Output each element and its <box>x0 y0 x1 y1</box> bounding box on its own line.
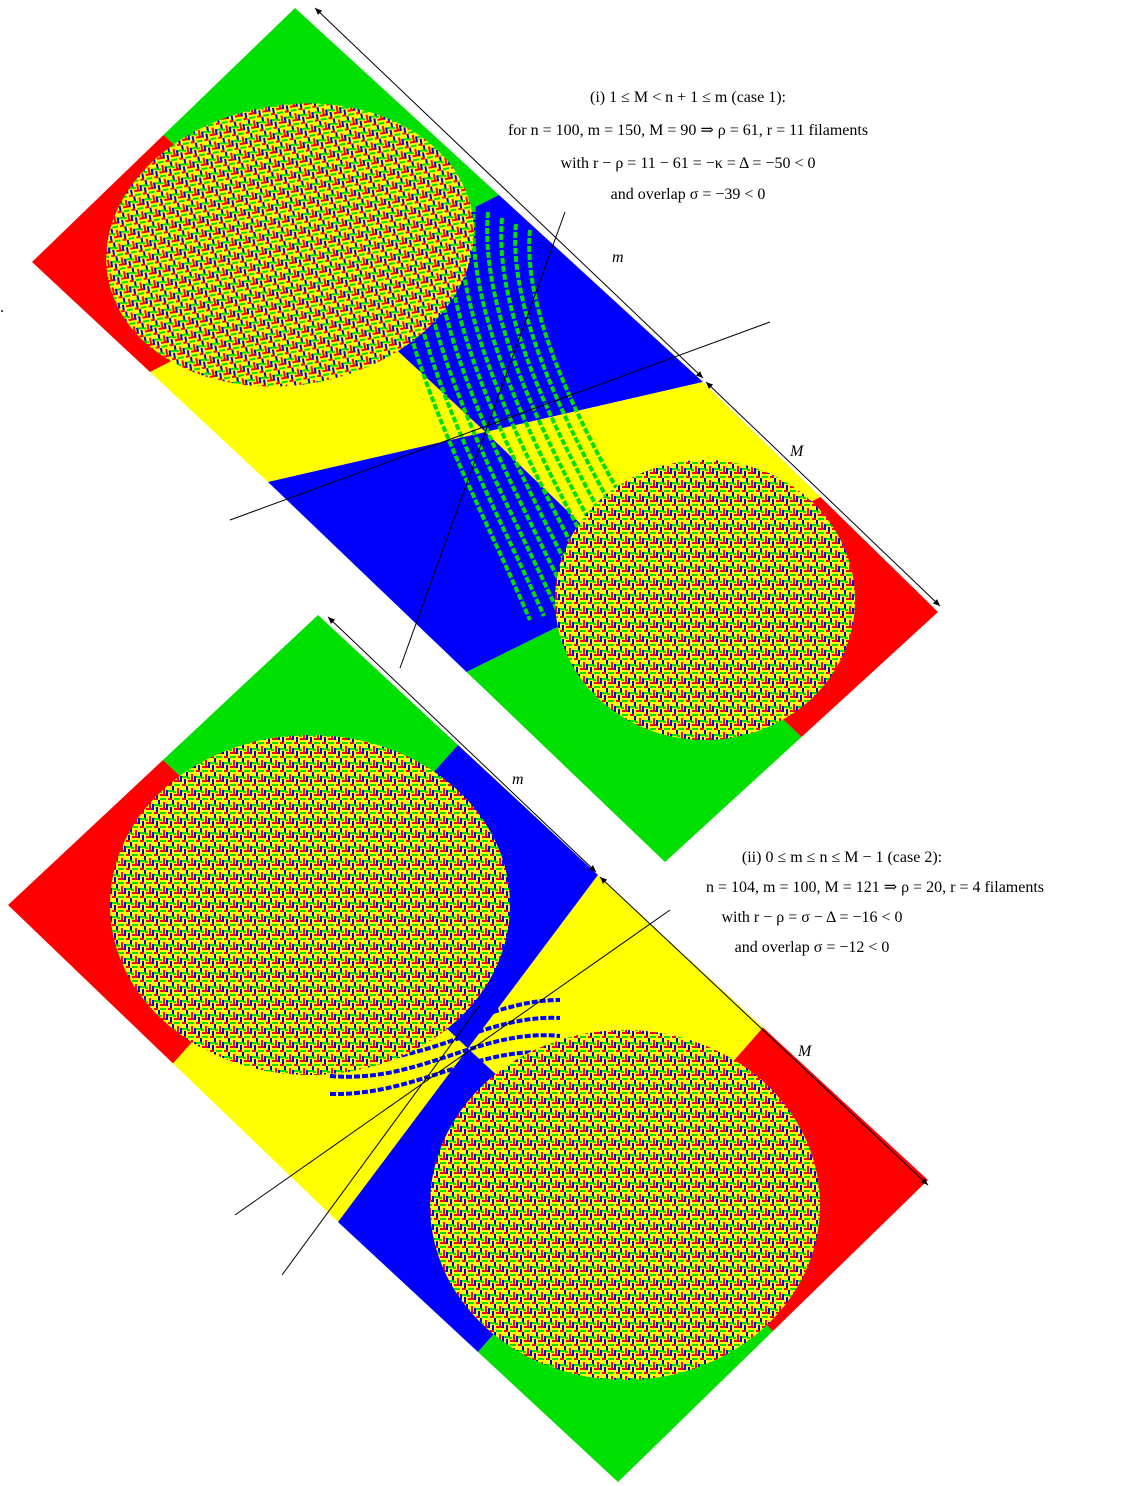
disordered-region <box>430 1030 820 1380</box>
label-m: m <box>612 249 624 266</box>
caption-line: (ii) 0 ≤ m ≤ n ≤ M − 1 (case 2): <box>742 849 942 866</box>
caption-line: with r − ρ = 11 − 61 = −κ = Δ = −50 < 0 <box>561 155 816 172</box>
caption-line: n = 104, m = 100, M = 121 ⇒ ρ = 20, r = … <box>706 879 1044 896</box>
label-M: M <box>797 1043 813 1060</box>
tilings <box>8 8 938 1482</box>
disordered-region <box>555 460 855 740</box>
caption-line: and overlap σ = −39 < 0 <box>611 186 766 203</box>
figure: . (i) 1 ≤ M < n + 1 ≤ m (case 1): for n … <box>0 0 1128 1486</box>
stray-mark: . <box>0 299 4 316</box>
caption-line: with r − ρ = σ − Δ = −16 < 0 <box>721 909 902 926</box>
caption-line: for n = 100, m = 150, M = 90 ⇒ ρ = 61, r… <box>508 122 868 139</box>
caption-line: and overlap σ = −12 < 0 <box>735 939 890 956</box>
label-m: m <box>512 771 524 788</box>
disordered-region <box>110 735 510 1075</box>
label-M: M <box>789 443 805 460</box>
caption-line: (i) 1 ≤ M < n + 1 ≤ m (case 1): <box>590 89 786 106</box>
